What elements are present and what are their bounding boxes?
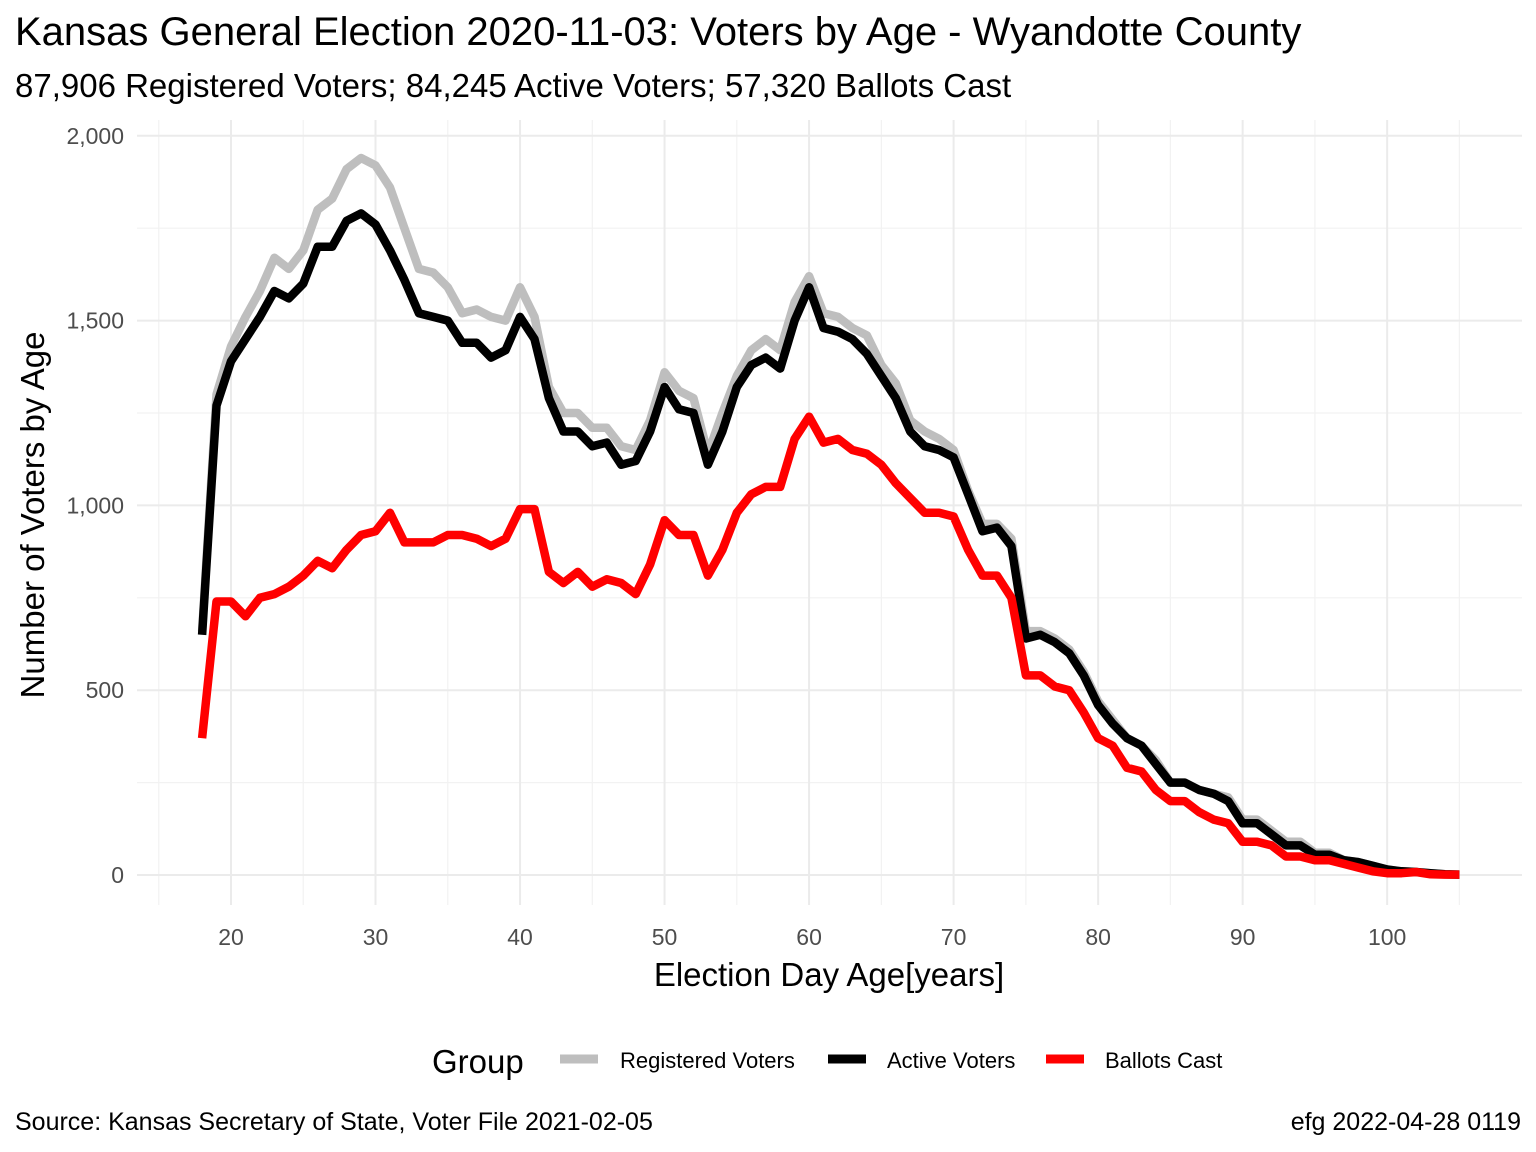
legend-label-active-voters: Active Voters xyxy=(887,1048,1015,1073)
series-line-ballots-cast xyxy=(197,412,1460,879)
x-tick-label: 40 xyxy=(507,924,533,950)
legend-label-registered-voters: Registered Voters xyxy=(620,1048,795,1073)
y-tick-label: 500 xyxy=(86,677,124,703)
series-lines xyxy=(197,153,1460,879)
x-tick-label: 50 xyxy=(652,924,678,950)
y-axis-ticks: 0 500 1,000 1,500 2,000 xyxy=(66,123,124,888)
x-tick-label: 60 xyxy=(796,924,822,950)
x-axis-ticks: 20 30 40 50 60 70 80 90 100 xyxy=(218,924,1406,950)
x-tick-label: 20 xyxy=(218,924,244,950)
minor-gridlines xyxy=(137,120,1522,905)
x-axis-title: Election Day Age[years] xyxy=(654,956,1004,993)
chart-title: Kansas General Election 2020-11-03: Vote… xyxy=(15,10,1302,54)
y-tick-label: 1,500 xyxy=(66,308,124,334)
major-gridlines xyxy=(137,120,1522,905)
y-tick-label: 1,000 xyxy=(66,492,124,518)
legend-title: Group xyxy=(432,1043,524,1080)
chart-subtitle: 87,906 Registered Voters; 84,245 Active … xyxy=(15,67,1012,104)
y-tick-label: 0 xyxy=(111,862,124,888)
legend-label-ballots-cast: Ballots Cast xyxy=(1105,1048,1222,1073)
x-tick-label: 90 xyxy=(1230,924,1256,950)
x-tick-label: 100 xyxy=(1368,924,1406,950)
x-tick-label: 30 xyxy=(363,924,389,950)
author-caption: efg 2022-04-28 0119 xyxy=(1290,1108,1521,1136)
y-axis-title: Number of Voters by Age xyxy=(14,332,51,699)
x-tick-label: 70 xyxy=(941,924,967,950)
series-line-active-voters xyxy=(197,209,1460,879)
y-tick-label: 2,000 xyxy=(66,123,124,149)
x-tick-label: 80 xyxy=(1085,924,1111,950)
source-caption: Source: Kansas Secretary of State, Voter… xyxy=(15,1108,653,1136)
legend: Group Registered Voters Active Voters Ball… xyxy=(432,1043,1222,1080)
